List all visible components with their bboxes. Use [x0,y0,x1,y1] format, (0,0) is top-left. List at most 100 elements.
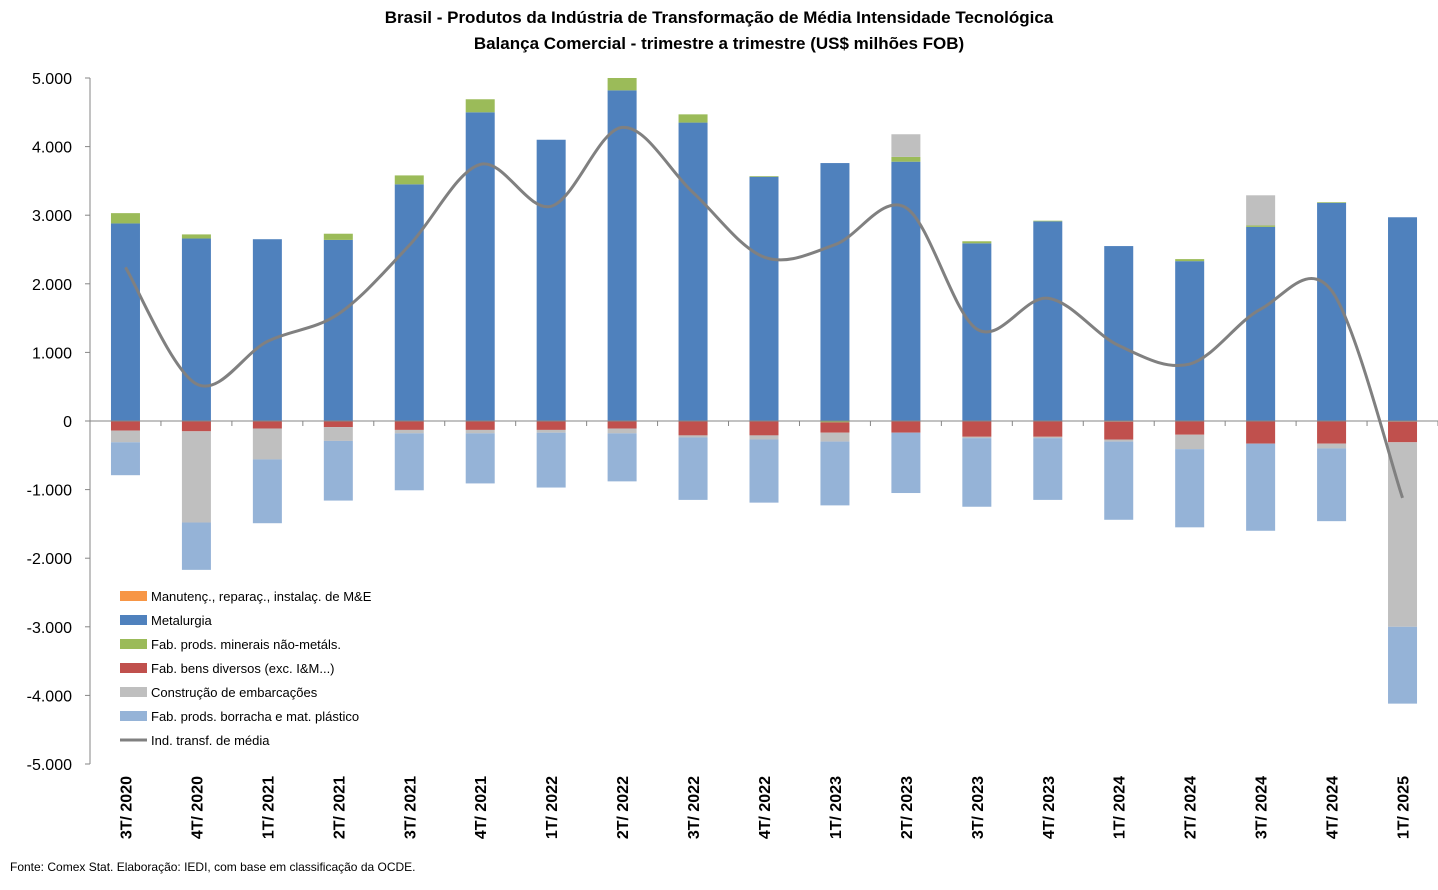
legend-label: Manutenç., reparaç., instalaç. de M&E [151,589,372,604]
bar-construcao-de-embarcacoes [749,435,779,440]
bar-fab-prods-borracha-e-mat-plastico [323,440,353,501]
bar-construcao-de-embarcacoes [465,429,495,434]
y-tick-label: -5.000 [27,757,72,774]
x-tick-label: 2T/ 2023 [899,776,916,839]
bar-construcao-de-embarcacoes [962,436,992,439]
legend-label: Fab. prods. minerais não-metáls. [151,637,341,652]
bar-metalurgia [110,223,140,421]
y-tick-label: -3.000 [27,620,72,637]
x-tick-label: 4T/ 2020 [189,776,206,839]
y-tick-label: -1.000 [27,483,72,500]
bar-metalurgia [891,161,921,421]
bar-fab-bens-diversos-exc-i-m [394,421,424,430]
bar-metalurgia [1175,261,1205,421]
x-tick-label: 4T/ 2022 [757,776,774,839]
bar-fab-prods-minerais-nao-metals [749,176,779,177]
bar-fab-bens-diversos-exc-i-m [891,421,921,433]
bar-fab-prods-minerais-nao-metals [110,213,140,224]
x-tick-label: 1T/ 2021 [260,776,277,839]
bar-fab-prods-minerais-nao-metals [323,233,353,240]
y-tick-label: -2.000 [27,551,72,568]
bar-metalurgia [1104,246,1134,421]
x-tick-label: 3T/ 2022 [686,776,703,839]
bar-construcao-de-embarcacoes [607,428,637,434]
bar-fab-bens-diversos-exc-i-m [323,421,353,428]
bar-fab-bens-diversos-exc-i-m [607,421,637,429]
y-tick-label: 0 [63,414,72,431]
y-tick-label: 5.000 [32,71,72,88]
bar-metalurgia [820,163,850,421]
bar-fab-prods-minerais-nao-metals [820,421,850,423]
bar-fab-prods-borracha-e-mat-plastico [536,432,566,488]
bar-construcao-de-embarcacoes [536,429,566,433]
chart-title: Brasil - Produtos da Indústria de Transf… [384,8,1054,27]
x-tick-label: 3T/ 2023 [970,776,987,839]
bar-construcao-de-embarcacoes [1033,436,1063,439]
bar-metalurgia [536,139,566,422]
bar-fab-prods-borracha-e-mat-plastico [181,522,211,570]
bar-construcao-de-embarcacoes [820,432,850,442]
bar-metalurgia [252,239,282,421]
bar-fab-prods-borracha-e-mat-plastico [678,437,708,500]
bar-metalurgia [1388,217,1418,421]
bar-metalurgia [181,238,211,421]
x-tick-label: 1T/ 2024 [1112,776,1129,839]
bar-construcao-de-embarcacoes [1317,443,1347,449]
bar-construcao-de-embarcacoes [1388,442,1418,627]
bar-fab-prods-borracha-e-mat-plastico [110,442,140,476]
bar-fab-bens-diversos-exc-i-m [1388,421,1418,443]
bar-metalurgia [749,176,779,421]
bar-fab-prods-borracha-e-mat-plastico [252,459,282,524]
bar-fab-bens-diversos-exc-i-m [749,421,779,436]
source-note: Fonte: Comex Stat. Elaboração: IEDI, com… [10,860,416,874]
x-tick-label: 2T/ 2021 [331,776,348,839]
bar-construcao-de-embarcacoes [1104,439,1134,442]
bar-fab-bens-diversos-exc-i-m [1246,421,1276,444]
legend-swatch [120,639,147,649]
legend-swatch [120,591,147,601]
legend-swatch [120,711,147,721]
bar-fab-prods-minerais-nao-metals [962,241,992,244]
bar-construcao-de-embarcacoes [891,134,921,157]
x-tick-label: 4T/ 2024 [1325,776,1342,839]
bar-fab-prods-borracha-e-mat-plastico [1388,626,1418,704]
legend-swatch [120,615,147,625]
bar-metalurgia [323,239,353,421]
x-tick-label: 1T/ 2022 [544,776,561,839]
bar-fab-prods-borracha-e-mat-plastico [394,433,424,491]
legend-label: Fab. prods. borracha e mat. plástico [151,709,359,724]
x-tick-label: 4T/ 2023 [1041,776,1058,839]
bar-construcao-de-embarcacoes [678,435,708,438]
x-tick-label: 2T/ 2024 [1183,776,1200,839]
bar-construcao-de-embarcacoes [110,430,140,443]
bar-fab-prods-minerais-nao-metals [1246,225,1276,227]
bar-metalurgia [607,90,637,422]
bar-fab-prods-borracha-e-mat-plastico [749,439,779,503]
bar-fab-bens-diversos-exc-i-m [678,421,708,436]
bar-fab-prods-borracha-e-mat-plastico [465,433,495,484]
bar-fab-bens-diversos-exc-i-m [1033,421,1063,437]
bar-fab-bens-diversos-exc-i-m [1104,421,1134,440]
y-tick-label: 3.000 [32,208,72,225]
bar-fab-bens-diversos-exc-i-m [820,422,850,433]
bar-construcao-de-embarcacoes [394,429,424,434]
legend-swatch [120,687,147,697]
bar-fab-prods-minerais-nao-metals [891,156,921,162]
bar-fab-prods-borracha-e-mat-plastico [891,432,921,494]
bar-fab-prods-borracha-e-mat-plastico [1175,449,1205,528]
x-tick-label: 1T/ 2025 [1396,776,1413,839]
bar-fab-prods-borracha-e-mat-plastico [1104,441,1134,520]
bar-fab-prods-minerais-nao-metals [181,234,211,239]
bar-fab-bens-diversos-exc-i-m [1175,421,1205,435]
bar-metalurgia [678,122,708,421]
bar-fab-prods-borracha-e-mat-plastico [607,433,637,482]
bar-fab-prods-minerais-nao-metals [465,99,495,113]
y-tick-label: 2.000 [32,277,72,294]
bar-fab-bens-diversos-exc-i-m [1317,421,1347,444]
bar-fab-prods-minerais-nao-metals [1175,259,1205,262]
legend-label: Ind. transf. de média [151,733,270,748]
bar-fab-prods-borracha-e-mat-plastico [1317,448,1347,522]
legend-label: Construção de embarcações [151,685,318,700]
y-tick-label: -4.000 [27,688,72,705]
